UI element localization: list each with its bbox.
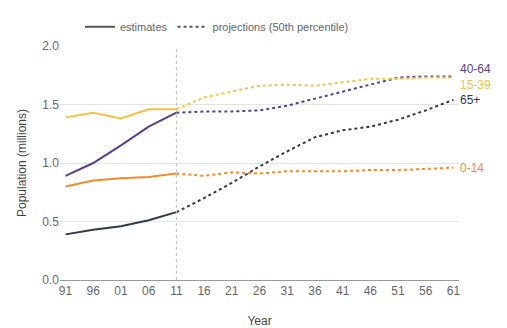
svg-text:0-14: 0-14 [460, 161, 484, 175]
svg-text:46: 46 [364, 284, 378, 298]
svg-text:31: 31 [281, 284, 295, 298]
svg-text:projections (50th percentile): projections (50th percentile) [213, 21, 349, 33]
svg-text:Population (millions): Population (millions) [15, 109, 29, 217]
svg-text:16: 16 [197, 284, 211, 298]
svg-text:91: 91 [59, 284, 73, 298]
svg-text:36: 36 [308, 284, 322, 298]
svg-text:1.0: 1.0 [42, 156, 59, 170]
svg-text:Year: Year [247, 314, 271, 328]
svg-text:51: 51 [391, 284, 405, 298]
svg-text:15-39: 15-39 [460, 78, 491, 92]
svg-text:0.0: 0.0 [42, 273, 59, 287]
svg-text:estimates: estimates [120, 21, 168, 33]
svg-text:96: 96 [87, 284, 101, 298]
svg-text:40-64: 40-64 [460, 62, 491, 76]
svg-text:61: 61 [447, 284, 461, 298]
svg-text:01: 01 [114, 284, 128, 298]
svg-text:65+: 65+ [460, 93, 480, 107]
svg-text:0.5: 0.5 [42, 215, 59, 229]
svg-text:11: 11 [170, 284, 183, 298]
svg-text:41: 41 [336, 284, 350, 298]
svg-text:21: 21 [225, 284, 239, 298]
svg-text:26: 26 [253, 284, 267, 298]
svg-text:06: 06 [142, 284, 156, 298]
svg-text:1.5: 1.5 [42, 98, 59, 112]
svg-text:2.0: 2.0 [42, 39, 59, 53]
svg-text:56: 56 [419, 284, 433, 298]
